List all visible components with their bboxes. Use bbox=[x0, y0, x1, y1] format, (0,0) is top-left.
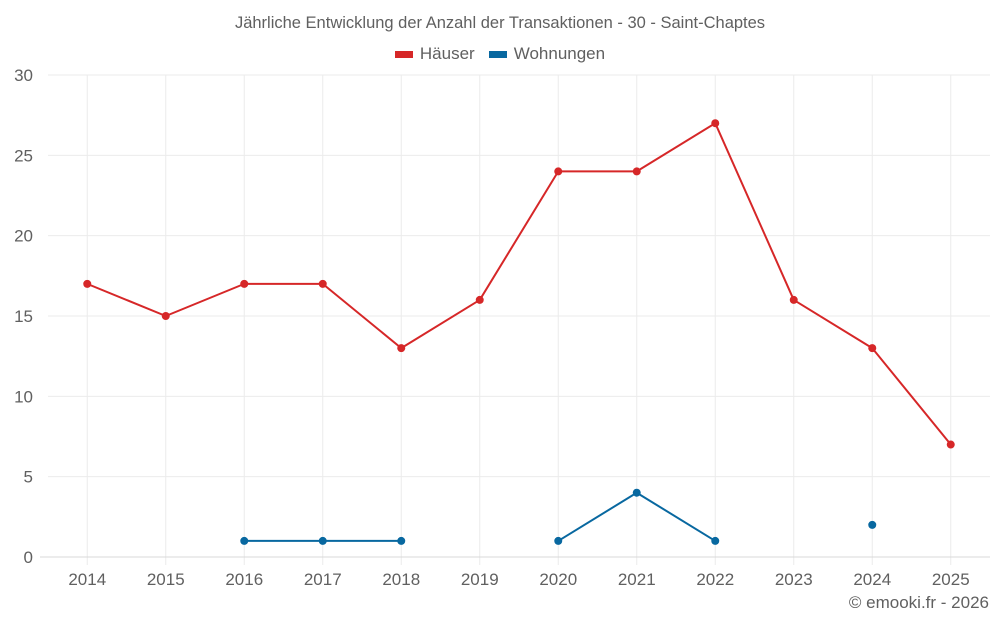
data-point[interactable] bbox=[632, 488, 641, 497]
data-point[interactable] bbox=[83, 279, 92, 288]
data-point[interactable] bbox=[318, 279, 327, 288]
data-point[interactable] bbox=[240, 279, 249, 288]
y-tick-label: 20 bbox=[14, 227, 33, 246]
data-point[interactable] bbox=[161, 312, 170, 320]
legend-item-wohnungen[interactable]: Wohnungen bbox=[488, 44, 606, 64]
series-line bbox=[86, 122, 952, 446]
data-point[interactable] bbox=[789, 295, 798, 304]
x-tick-label: 2024 bbox=[853, 570, 891, 589]
x-tick-label: 2016 bbox=[225, 570, 263, 589]
x-tick-label: 2021 bbox=[618, 570, 656, 589]
series-huser bbox=[83, 119, 955, 449]
legend-swatch-wohnungen bbox=[488, 50, 507, 58]
data-point[interactable] bbox=[868, 520, 877, 529]
x-tick-label: 2015 bbox=[147, 570, 185, 589]
data-point[interactable] bbox=[397, 344, 406, 353]
y-axis: 0 5 10 15 20 25 30 bbox=[14, 66, 33, 567]
x-tick-label: 2020 bbox=[539, 570, 577, 589]
y-tick-label: 10 bbox=[14, 387, 33, 406]
data-point[interactable] bbox=[318, 536, 327, 545]
data-point[interactable] bbox=[711, 536, 720, 545]
legend-swatch-haeuser bbox=[394, 50, 413, 58]
data-point[interactable] bbox=[554, 536, 563, 545]
data-point[interactable] bbox=[240, 536, 249, 545]
copyright-text: © emooki.fr - 2026 bbox=[848, 593, 989, 612]
y-tick-label: 15 bbox=[14, 307, 33, 326]
chart-title: Jährliche Entwicklung der Anzahl der Tra… bbox=[234, 14, 766, 32]
y-tick-label: 30 bbox=[14, 66, 33, 85]
x-tick-label: 2025 bbox=[932, 570, 970, 589]
series-group bbox=[83, 119, 955, 545]
x-tick-label: 2017 bbox=[304, 570, 342, 589]
data-point[interactable] bbox=[946, 440, 955, 449]
legend-label-haeuser: Häuser bbox=[419, 44, 475, 63]
x-tick-label: 2022 bbox=[696, 570, 734, 589]
data-point[interactable] bbox=[397, 536, 406, 545]
y-tick-label: 5 bbox=[24, 468, 33, 487]
data-point[interactable] bbox=[554, 167, 563, 176]
y-tick-label: 25 bbox=[14, 146, 33, 165]
x-tick-label: 2023 bbox=[775, 570, 813, 589]
x-axis: 2014 2015 2016 2017 2018 2019 2020 2021 2022 2023… bbox=[40, 556, 990, 589]
data-point[interactable] bbox=[632, 167, 641, 176]
data-point[interactable] bbox=[868, 344, 877, 353]
data-point[interactable] bbox=[475, 295, 484, 304]
x-tick-label: 2019 bbox=[461, 570, 499, 589]
legend-label-wohnungen: Wohnungen bbox=[513, 44, 606, 63]
y-tick-label: 0 bbox=[24, 548, 33, 567]
x-tick-label: 2014 bbox=[68, 570, 106, 589]
legend-item-haeuser[interactable]: Häuser bbox=[394, 44, 475, 64]
gridlines bbox=[48, 74, 990, 557]
data-point[interactable] bbox=[711, 119, 720, 128]
chart-legend: Häuser Wohnungen bbox=[0, 44, 1000, 64]
x-tick-label: 2018 bbox=[382, 570, 420, 589]
series-wohnungen bbox=[240, 488, 877, 545]
